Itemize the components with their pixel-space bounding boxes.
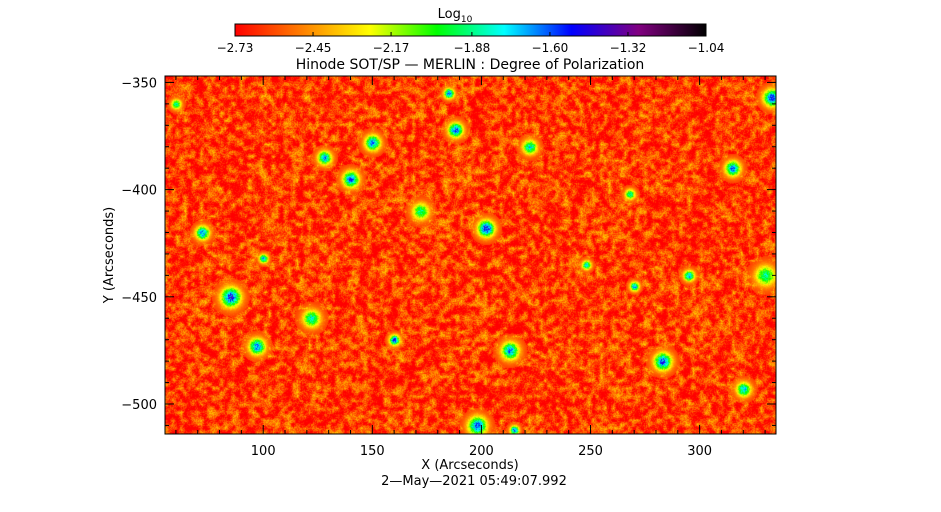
x-tick-label: 250	[578, 444, 603, 459]
x-tick-label: 300	[687, 444, 712, 459]
colorbar-tick-label: −1.32	[610, 41, 647, 55]
y-tick-label: −500	[121, 398, 157, 413]
colorbar-tick-label: −1.04	[688, 41, 725, 55]
colorbar-tick-label: −1.88	[454, 41, 491, 55]
colorbar-ticks: −2.73 −2.45 −2.17 −1.88 −1.60 −1.32 −1.04	[217, 32, 725, 55]
colorbar-tick-label: −2.73	[217, 41, 254, 55]
x-tick-label: 100	[251, 444, 276, 459]
timestamp: 2—May—2021 05:49:07.992	[381, 474, 567, 489]
colorbar-tick-label: −2.45	[295, 41, 332, 55]
colorbar: Log10 −2.73 −2.45 −2.17 −1.88 −1.60 −1.32 −1.0…	[217, 7, 725, 55]
y-tick-label: −400	[121, 184, 157, 199]
colorbar-tick-label: −1.60	[532, 41, 569, 55]
colorbar-label: Log10	[438, 7, 473, 25]
x-tick-label: 200	[469, 444, 494, 459]
y-axis: −350 −400 −450 −500	[121, 76, 776, 426]
chart-title: Hinode SOT/SP — MERLIN : Degree of Polar…	[296, 57, 645, 73]
x-axis-label: X (Arcseconds)	[421, 458, 518, 473]
plot-area: 100 150 200 250 300 −350 −400 −450 −500	[121, 75, 777, 459]
polarization-heatmap	[165, 76, 776, 434]
plot-frame	[164, 75, 777, 435]
x-tick-label: 150	[360, 444, 385, 459]
colorbar-tick-label: −2.17	[373, 41, 410, 55]
y-tick-label: −450	[121, 291, 157, 306]
y-axis-label: Y (Arcseconds)	[102, 207, 117, 304]
y-tick-label: −350	[121, 76, 157, 91]
colorbar-bar	[234, 23, 707, 37]
x-axis: 100 150 200 250 300	[175, 76, 766, 459]
